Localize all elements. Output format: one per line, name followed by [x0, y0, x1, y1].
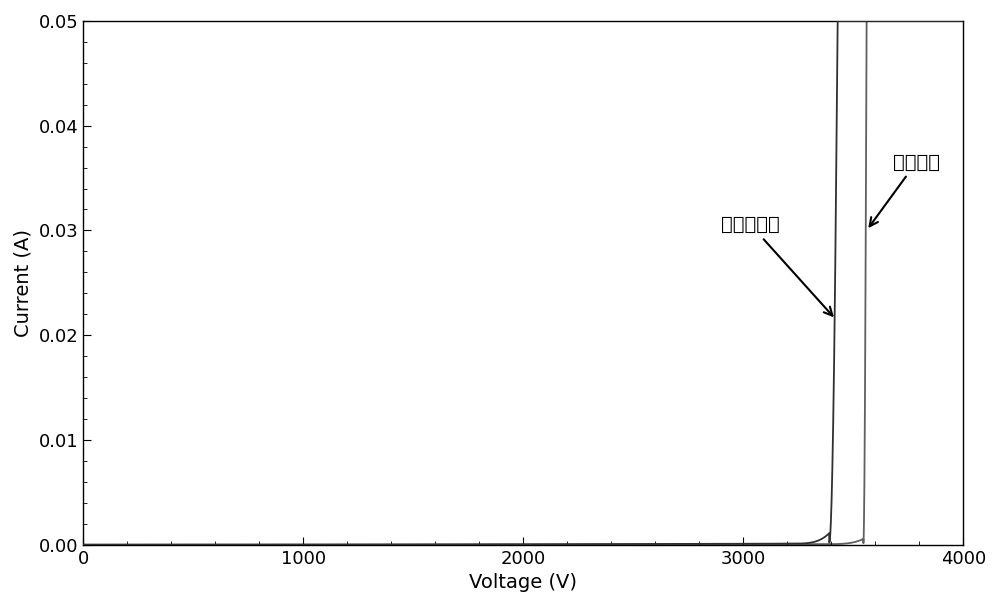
Y-axis label: Current (A): Current (A): [14, 229, 33, 337]
Text: 本发明结构: 本发明结构: [721, 215, 832, 316]
Text: 现有结构: 现有结构: [870, 153, 940, 226]
X-axis label: Voltage (V): Voltage (V): [469, 573, 577, 592]
